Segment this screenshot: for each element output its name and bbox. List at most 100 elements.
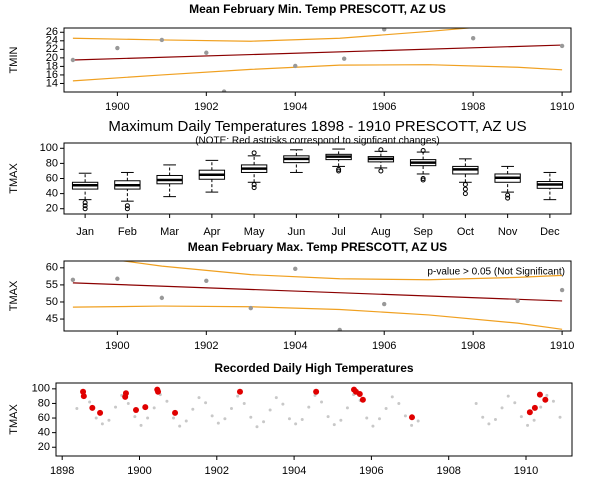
point [300,418,304,421]
highlight-point [313,388,320,395]
outlier [462,191,468,197]
point [178,424,182,428]
x-tick-label: 1906 [359,465,383,477]
y-tick-label: 60 [46,172,58,184]
plot-area [70,261,565,331]
point [382,301,387,307]
highlight-point [80,393,87,400]
x-tick-label: Aug [371,226,391,238]
point [410,423,414,427]
x-tick-label: Mar [160,226,179,238]
x-tick-label: Apr [203,226,220,238]
point [293,266,298,272]
x-tick-label: 1902 [205,465,229,477]
highlight-point [172,409,179,416]
point [470,36,476,41]
point [474,401,478,405]
chart-subtitle: (NOTE: Red astrisks correspond to signfi… [195,136,440,147]
point [532,418,536,422]
point [326,415,330,419]
x-tick-label: 1904 [282,465,306,477]
point [94,416,98,420]
x-tick-label: 1904 [283,340,307,352]
annotation: p-value > 0.05 (Not Significant) [427,267,565,278]
point [204,278,209,284]
confidence-band [72,64,563,82]
point [337,327,342,331]
highlight-point [356,390,363,397]
y-tick-label: 80 [38,397,50,409]
trend-line [72,44,563,61]
x-tick-label: Jul [332,226,346,238]
point [197,396,201,400]
point [481,415,485,419]
chart-title: Maximum Daily Temperatures 1898 - 1910 P… [108,118,526,135]
confidence-band [72,28,476,42]
point [165,399,169,403]
x-tick-label: 1902 [194,101,218,113]
y-tick-label: 14 [46,77,58,89]
point [293,63,298,69]
x-tick-label: 1910 [550,340,574,352]
outlier [251,182,257,188]
chart-title: Mean February Min. Temp PRESCOTT, AZ US [189,2,446,16]
point [107,418,111,422]
y-axis-label: TMAX [8,163,20,194]
point [70,277,76,282]
point [255,425,259,429]
point [487,422,491,426]
point [545,393,549,397]
x-tick-label: 1900 [105,340,129,352]
x-tick-label: Sep [413,226,433,238]
point [397,401,401,405]
plot-frame [55,382,573,457]
point [345,406,349,410]
point [248,305,253,311]
outlier [124,206,130,212]
y-tick-label: 60 [38,412,50,424]
confidence-band [119,261,563,281]
point [221,89,227,92]
confidence-band [72,305,563,330]
highlight-point [133,407,140,414]
outlier [378,168,384,174]
x-tick-label: 1898 [50,465,74,477]
highlight-point [142,404,149,411]
x-tick-label: Jun [288,226,306,238]
plot-frame [63,27,572,93]
y-axis-label: TMAX [8,404,20,435]
y-tick-label: 16 [46,69,58,81]
point [307,405,311,409]
point [100,422,104,426]
point [371,424,375,428]
highlight-point [89,404,96,411]
point [493,418,497,421]
x-tick-label: Oct [457,226,474,238]
outlier [82,206,88,212]
highlight-point [155,388,162,395]
outlier [420,148,426,154]
point [88,400,92,404]
point [339,418,343,422]
x-tick-label: Jan [76,226,94,238]
highlight-point [536,391,543,398]
plot-area [75,386,562,429]
y-tick-label: 55 [46,279,58,291]
point [159,37,165,43]
y-tick-label: 50 [46,296,58,308]
point [75,407,79,411]
x-tick-label: 1902 [194,340,218,352]
point [159,295,165,301]
y-tick-label: 20 [46,203,58,215]
highlight-point [359,396,366,403]
outlier [420,176,426,181]
outlier [82,200,88,206]
highlight-point [122,390,129,397]
point [184,419,188,423]
outlier [336,166,342,172]
point [139,423,143,427]
point [519,415,523,419]
plot-area [71,147,564,212]
y-tick-label: 80 [46,157,58,169]
